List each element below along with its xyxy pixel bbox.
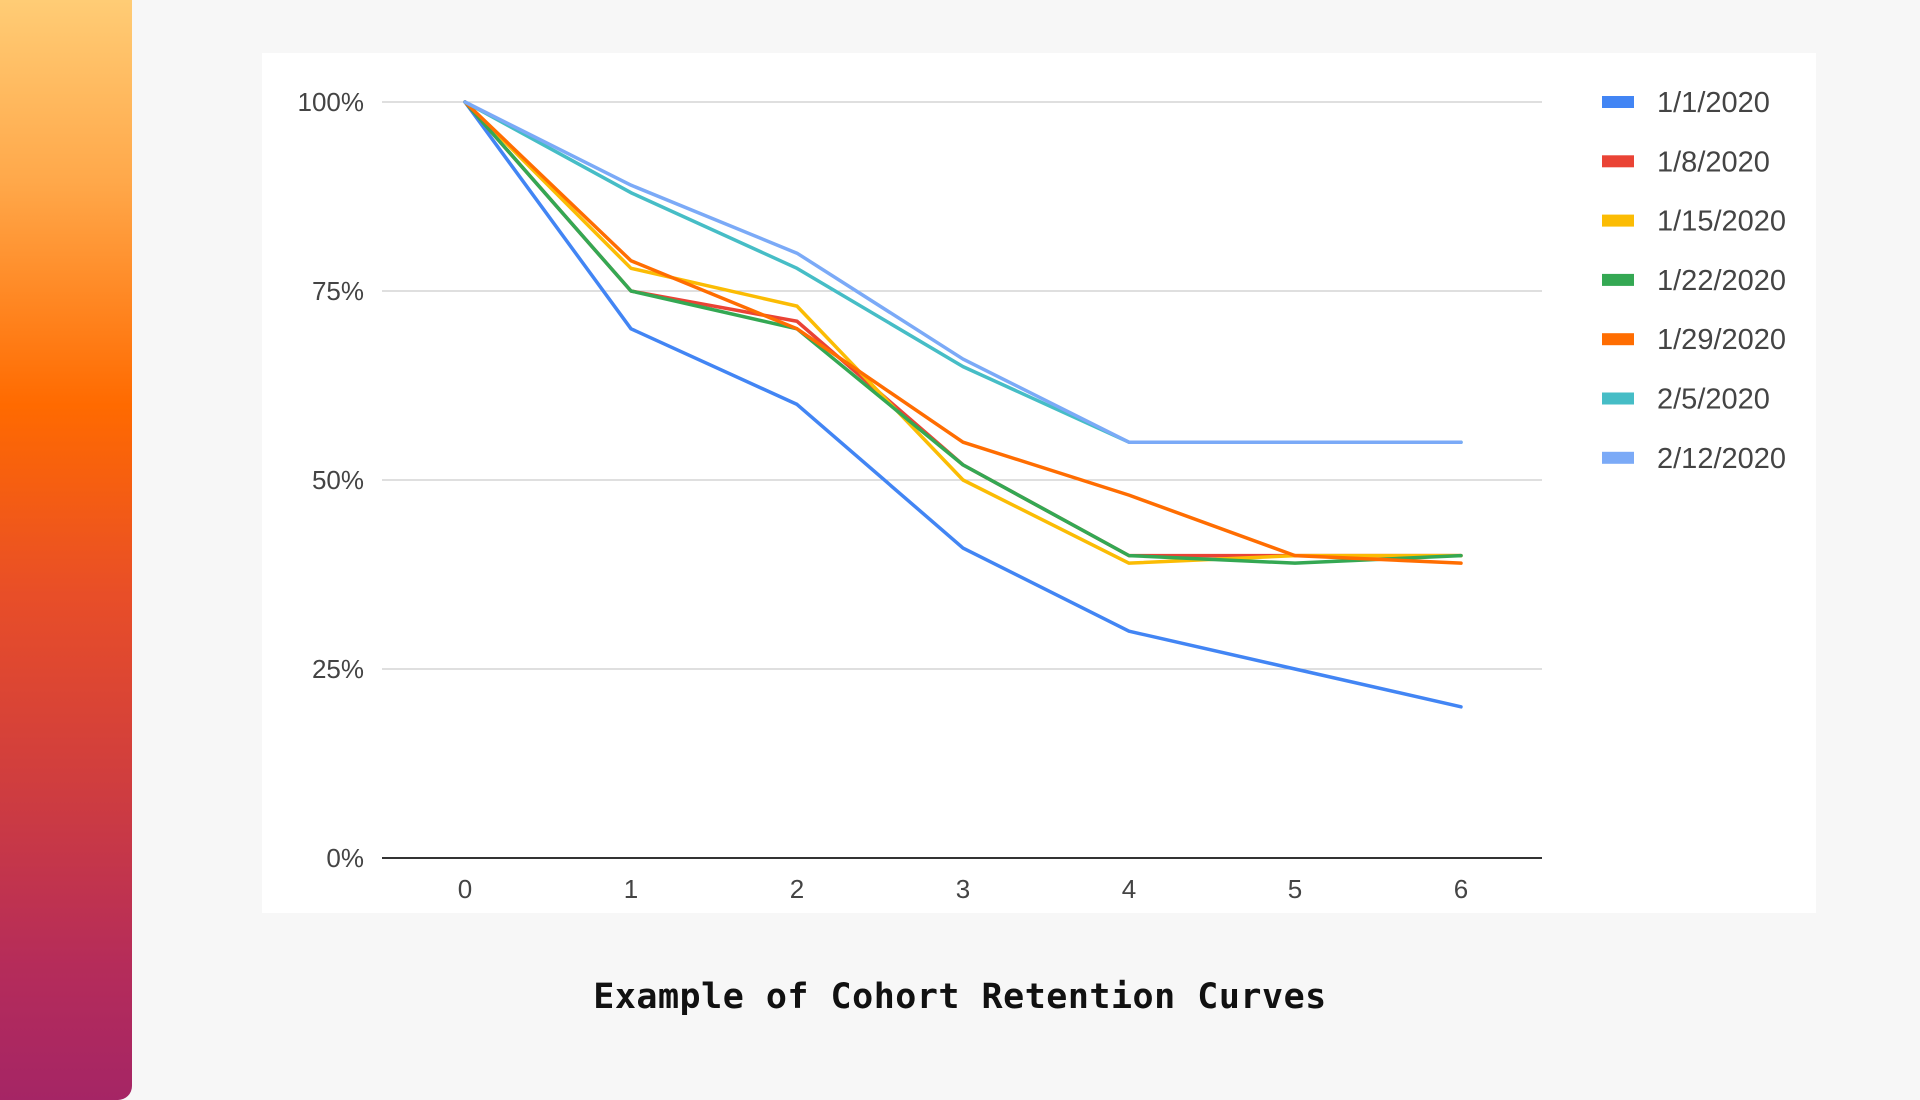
x-tick-label: 2	[790, 874, 804, 904]
legend-swatch	[1602, 333, 1634, 346]
y-tick-label: 100%	[298, 87, 365, 117]
legend-swatch	[1602, 392, 1634, 405]
series-line	[463, 100, 1463, 565]
series-line	[463, 100, 1463, 565]
series-line	[463, 100, 1463, 444]
legend-label: 1/15/2020	[1657, 206, 1786, 238]
legend-swatch	[1602, 214, 1634, 227]
x-tick-label: 3	[956, 874, 970, 904]
series-line	[463, 100, 1463, 558]
legend-label: 1/22/2020	[1657, 265, 1786, 297]
y-tick-label: 50%	[312, 465, 364, 495]
series-line	[463, 100, 1463, 709]
legend: 1/1/2020 1/8/2020 1/15/2020 1/22/2020 1/29/2…	[1602, 87, 1786, 475]
series-lines	[463, 100, 1463, 709]
retention-line-chart: 0%25%50%75%100%0 1 2 3 4 5 6 1/1/20201/8/20201…	[298, 87, 1787, 904]
legend-label: 2/5/2020	[1657, 384, 1770, 416]
series-line	[463, 100, 1463, 565]
legend-label: 2/12/2020	[1657, 443, 1786, 475]
x-tick-label: 5	[1288, 874, 1302, 904]
legend-label: 1/29/2020	[1657, 324, 1786, 356]
y-tick-label: 0%	[326, 843, 364, 873]
decorative-gradient-bar	[0, 0, 132, 1100]
legend-swatch	[1602, 96, 1634, 108]
legend-swatch	[1602, 155, 1634, 168]
legend-label: 1/1/2020	[1657, 87, 1770, 119]
y-tick-label: 75%	[312, 276, 364, 306]
y-tick-label: 25%	[312, 654, 364, 684]
legend-swatch	[1602, 273, 1634, 286]
legend-label: 1/8/2020	[1657, 146, 1770, 178]
x-tick-label: 1	[624, 874, 638, 904]
figure-caption: Example of Cohort Retention Curves	[593, 977, 1327, 1017]
legend-swatch	[1602, 451, 1634, 464]
x-tick-label: 4	[1122, 874, 1136, 904]
x-tick-label: 0	[458, 874, 472, 904]
chart-card: 0% 25% 50% 75% 100% 0 1 2 3 4 5 6 1/1/2020 1/8/2020 1…	[262, 53, 1816, 913]
x-tick-label: 6	[1454, 874, 1468, 904]
axes: 0% 25% 50% 75% 100% 0 1 2 3 4 5 6	[298, 87, 1469, 904]
